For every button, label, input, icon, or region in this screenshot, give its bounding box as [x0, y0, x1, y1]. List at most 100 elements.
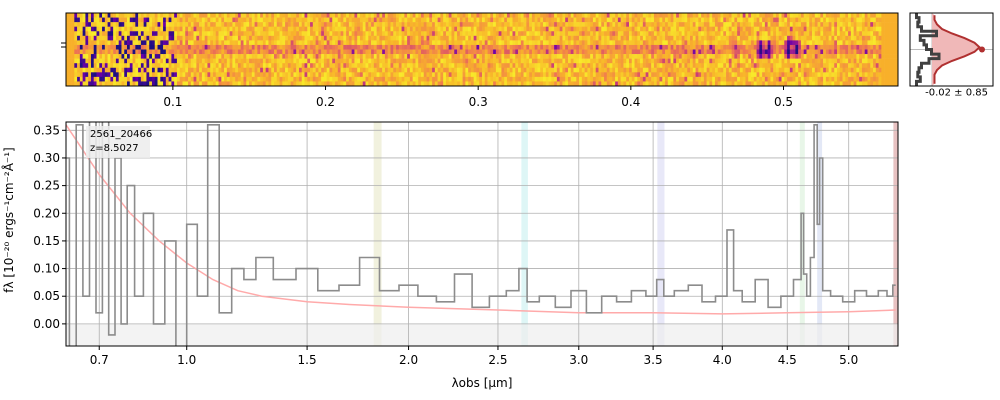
heatmap-cell — [554, 17, 558, 23]
heatmap-cell — [285, 67, 289, 73]
heatmap-cell — [434, 26, 438, 32]
heatmap-cell — [584, 26, 588, 32]
heatmap-cell — [301, 40, 305, 46]
heatmap-cell — [401, 13, 405, 18]
heatmap-cell — [615, 35, 619, 41]
heatmap-cell — [853, 17, 857, 23]
heatmap-cell — [82, 22, 86, 27]
heatmap-cell — [188, 44, 192, 50]
heatmap-cell — [612, 31, 616, 37]
heatmap-cell — [737, 35, 741, 41]
heatmap-cell — [651, 67, 655, 73]
heatmap-cell — [321, 26, 325, 32]
heatmap-cell — [346, 35, 350, 41]
heatmap-cell — [229, 44, 233, 50]
heatmap-cell — [88, 22, 92, 27]
heatmap-cell — [506, 54, 511, 59]
heatmap-cell — [279, 81, 283, 87]
heatmap-cell — [640, 81, 644, 87]
heatmap-cell — [482, 31, 486, 37]
heatmap-cell — [457, 72, 461, 78]
heatmap-cell — [362, 76, 366, 82]
heatmap-cell — [318, 81, 322, 87]
heatmap-cell — [565, 72, 569, 78]
heatmap-cell — [190, 22, 194, 27]
heatmap-cell — [437, 40, 441, 46]
heatmap-cell — [620, 76, 624, 82]
heatmap-cell — [326, 72, 330, 78]
heatmap-cell — [235, 44, 239, 50]
heatmap-cell — [592, 26, 596, 32]
heatmap-cell — [246, 67, 250, 73]
heatmap-cell — [631, 72, 635, 78]
heatmap-cell — [601, 40, 605, 46]
heatmap-cell — [751, 67, 755, 73]
heatmap-cell — [401, 49, 405, 55]
heatmap-cell — [701, 35, 705, 41]
heatmap-cell — [731, 22, 735, 27]
heatmap-cell — [606, 13, 610, 18]
heatmap-cell — [149, 40, 153, 46]
heatmap-cell — [143, 22, 147, 27]
heatmap-cell — [398, 76, 402, 82]
heatmap-cell — [232, 72, 236, 78]
heatmap-cell — [432, 81, 436, 87]
heatmap-cell — [182, 58, 186, 64]
heatmap-cell — [407, 54, 411, 59]
heatmap-cell — [332, 76, 336, 82]
heatmap-cell — [138, 58, 142, 64]
heatmap-cell — [667, 44, 671, 50]
heatmap-cell — [318, 35, 322, 41]
heatmap-cell — [215, 58, 219, 64]
heatmap-cell — [590, 31, 594, 37]
heatmap-cell — [243, 76, 247, 82]
heatmap-cell — [509, 13, 513, 18]
heatmap-cell — [434, 40, 438, 46]
heatmap-cell — [701, 72, 705, 78]
heatmap-cell — [676, 63, 680, 69]
heatmap-cell — [418, 22, 422, 27]
heatmap-cell — [420, 35, 425, 41]
heatmap-cell — [678, 22, 682, 27]
heatmap-cell — [135, 58, 139, 64]
heatmap-cell — [861, 54, 866, 59]
heatmap-cell — [229, 58, 233, 64]
heatmap-cell — [662, 49, 666, 55]
heatmap-cell — [795, 76, 799, 82]
heatmap-cell — [401, 44, 405, 50]
heatmap-cell — [878, 67, 882, 73]
heatmap-cell — [559, 67, 563, 73]
heatmap-cell — [451, 76, 455, 82]
heatmap-cell — [806, 63, 810, 69]
heatmap-cell — [784, 22, 788, 27]
heatmap-cell — [859, 58, 863, 64]
heatmap-cell — [110, 31, 114, 37]
heatmap-cell — [687, 22, 691, 27]
heatmap-cell — [199, 35, 203, 41]
heatmap-cell — [667, 40, 671, 46]
heatmap-cell — [74, 49, 78, 55]
heatmap-cell — [590, 17, 594, 23]
heatmap-cell — [864, 63, 868, 69]
heatmap-cell — [124, 67, 128, 73]
heatmap-cell — [534, 76, 538, 82]
heatmap-cell — [823, 54, 827, 59]
heatmap-cell — [534, 44, 538, 50]
heatmap-cell — [592, 58, 596, 64]
heatmap-cell — [127, 49, 131, 55]
heatmap-cell — [451, 67, 455, 73]
heatmap-cell — [806, 58, 810, 64]
spectrum-1d-panel: 0.7 1.0 1.5 2.0 2.5 3.0 3.5 4.0 4.5 5.0 0.000.050… — [1, 121, 899, 390]
heatmap-cell — [559, 44, 563, 50]
heatmap-cell — [221, 17, 225, 23]
heatmap-cell — [393, 63, 397, 69]
heatmap-cell — [814, 44, 818, 50]
heatmap-cell — [820, 13, 824, 18]
heatmap-cell — [251, 54, 255, 59]
heatmap-cell — [534, 13, 538, 18]
heatmap-cell — [215, 72, 219, 78]
heatmap-cell — [190, 81, 194, 87]
heatmap-cell — [135, 49, 139, 55]
heatmap-cell — [382, 76, 386, 82]
heatmap-cell — [651, 58, 655, 64]
